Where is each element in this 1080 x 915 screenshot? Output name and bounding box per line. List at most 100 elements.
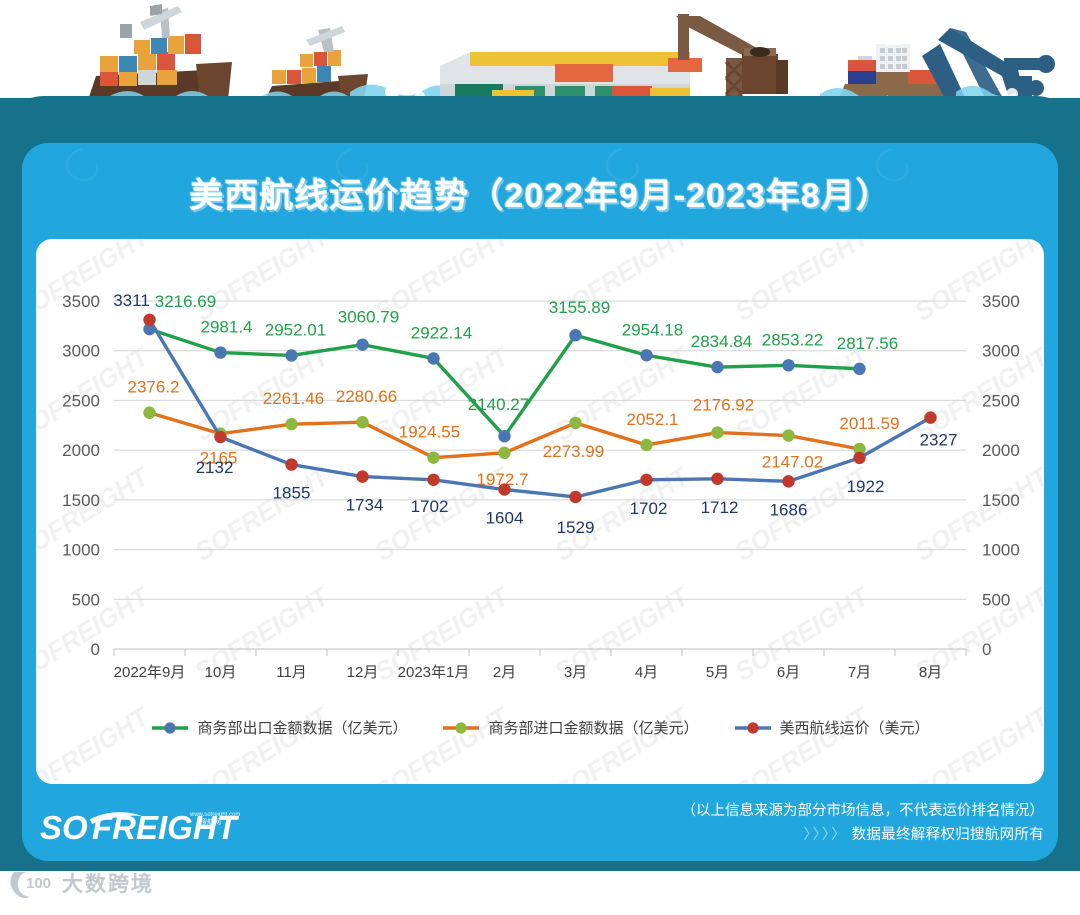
data-label: 1702 [630, 499, 668, 518]
legend-marker-icon [152, 721, 189, 734]
x-axis-label: 7月 [848, 664, 871, 681]
data-label: 3216.69 [155, 292, 216, 311]
svg-text:100: 100 [26, 875, 51, 892]
y-axis-tick-right: 500 [982, 590, 1010, 609]
data-label: 1855 [273, 484, 311, 503]
data-label: 2176.92 [693, 396, 754, 415]
x-axis-label: 12月 [347, 664, 379, 681]
sofreight-logo[interactable]: SO FREIGHT www.sofreight.com 搜航网 [40, 805, 240, 851]
legend-marker-icon [734, 721, 771, 734]
x-axis-label: 6月 [777, 664, 800, 681]
port-warehouse-icon [440, 52, 690, 102]
data-label: 2376.2 [128, 378, 180, 397]
data-point-marker [285, 417, 298, 431]
data-label: 1604 [486, 509, 524, 528]
legend-label: 商务部出口金额数据（亿美元） [197, 720, 408, 737]
data-label: 2327 [920, 431, 958, 450]
data-point-marker [924, 411, 937, 424]
logo-text-so: SO [40, 809, 88, 846]
x-axis-label: 2023年1月 [398, 664, 470, 681]
y-axis-tick-right: 3000 [982, 342, 1020, 361]
legend-item[interactable]: 美西航线运价（美元） [733, 717, 930, 738]
container-ship-large-icon [88, 4, 232, 100]
y-axis-tick-left: 2000 [62, 441, 100, 460]
bottom-watermark: 100 大数跨境 [8, 868, 154, 898]
y-axis-tick-left: 500 [72, 590, 100, 609]
x-axis-label: 4月 [635, 664, 658, 681]
data-label: 2952.01 [265, 320, 326, 339]
data-label: 1712 [701, 498, 739, 517]
x-axis-label: 2022年9月 [114, 664, 186, 681]
x-axis-label: 10月 [205, 664, 237, 681]
data-point-marker [569, 329, 582, 342]
data-point-marker [569, 416, 582, 430]
data-label: 3155.89 [549, 298, 610, 317]
data-label: 2140.27 [468, 395, 529, 414]
data-point-marker [782, 475, 795, 488]
data-point-marker [285, 349, 298, 362]
data-point-marker [143, 313, 156, 326]
footer-line-2-text: 数据最终解释权归搜航网所有 [851, 826, 1044, 843]
data-point-marker [214, 430, 227, 444]
data-point-marker [711, 472, 724, 485]
data-point-marker [640, 438, 653, 452]
data-point-marker [143, 406, 156, 419]
footer-line-1: （以上信息来源为部分市场信息，不代表运价排名情况） [681, 803, 1045, 819]
data-point-marker [356, 470, 369, 483]
data-point-marker [498, 483, 511, 496]
legend-item[interactable]: 商务部进口金额数据（亿美元） [441, 717, 699, 738]
footer-line-2: 〉〉〉〉 数据最终解释权归搜航网所有 [424, 824, 1044, 848]
x-axis-label: 3月 [564, 664, 587, 681]
data-point-marker [640, 473, 653, 486]
data-label: 1529 [557, 518, 595, 537]
y-axis-tick-left: 3000 [62, 342, 100, 361]
chart-legend: 商务部出口金额数据（亿美元） 商务部进口金额数据（亿美元） 美西航线运价（美元） [0, 717, 1080, 738]
y-axis-tick-left: 1000 [62, 541, 100, 560]
y-axis-tick-right: 1000 [982, 541, 1020, 560]
bottom-bar [0, 871, 1080, 915]
data-label: 2922.14 [411, 323, 472, 342]
data-point-marker [711, 426, 724, 439]
data-label: 2261.46 [263, 389, 324, 408]
data-label: 2981.4 [201, 318, 253, 337]
y-axis-tick-right: 3500 [982, 292, 1020, 311]
data-label: 2280.66 [336, 387, 397, 406]
data-point-marker [782, 429, 795, 442]
data-label: 2147.02 [762, 453, 823, 472]
series-line [147, 318, 933, 499]
data-point-marker [711, 360, 724, 374]
y-axis-tick-right: 2000 [982, 441, 1020, 460]
data-point-marker [498, 429, 511, 443]
svg-text:www.sofreight.com: www.sofreight.com [189, 812, 240, 818]
data-label: 2817.56 [837, 334, 898, 353]
data-point-marker [427, 352, 440, 365]
data-label: 1702 [411, 497, 449, 516]
data-point-marker [356, 416, 369, 429]
data-label: 1972.7 [477, 470, 529, 489]
legend-label: 美西航线运价（美元） [779, 720, 930, 737]
y-axis-tick-left: 1500 [62, 491, 100, 510]
data-point-marker [498, 446, 511, 460]
data-point-marker [569, 490, 582, 504]
plot-card: SOFREIGHT SOFREIGHT SOFREIGHT SOFREIGHT SOFR… [36, 239, 1044, 784]
data-label: 1734 [346, 496, 384, 515]
y-axis-tick-left: 2500 [62, 391, 100, 410]
data-label: 2165 [200, 449, 238, 468]
data-label: 2011.59 [839, 414, 899, 433]
data-point-marker [214, 346, 227, 359]
data-label: 2834.84 [691, 332, 752, 351]
x-axis-label: 5月 [706, 664, 729, 681]
line-chart: 0 0 500 500 1000 1000 1500 1500 2000 2000 2500 2500… [62, 291, 1020, 681]
x-axis-label: 11月 [276, 664, 307, 681]
chevron-icons: 〉〉〉〉 [803, 826, 848, 843]
y-axis-tick-left: 3500 [62, 292, 100, 311]
page-title: 美西航线运价趋势（2022年9月-2023年8月） [189, 177, 891, 215]
legend-marker-icon [443, 721, 480, 734]
data-point-marker [640, 349, 653, 362]
data-label: 1922 [847, 477, 885, 496]
dashuku-logo-icon: 100 [10, 872, 51, 898]
legend-item[interactable]: 商务部出口金额数据（亿美元） [150, 717, 407, 738]
legend-label: 商务部进口金额数据（亿美元） [488, 720, 699, 737]
data-label: 3311 [113, 291, 150, 310]
y-axis-tick-right: 0 [982, 640, 991, 659]
